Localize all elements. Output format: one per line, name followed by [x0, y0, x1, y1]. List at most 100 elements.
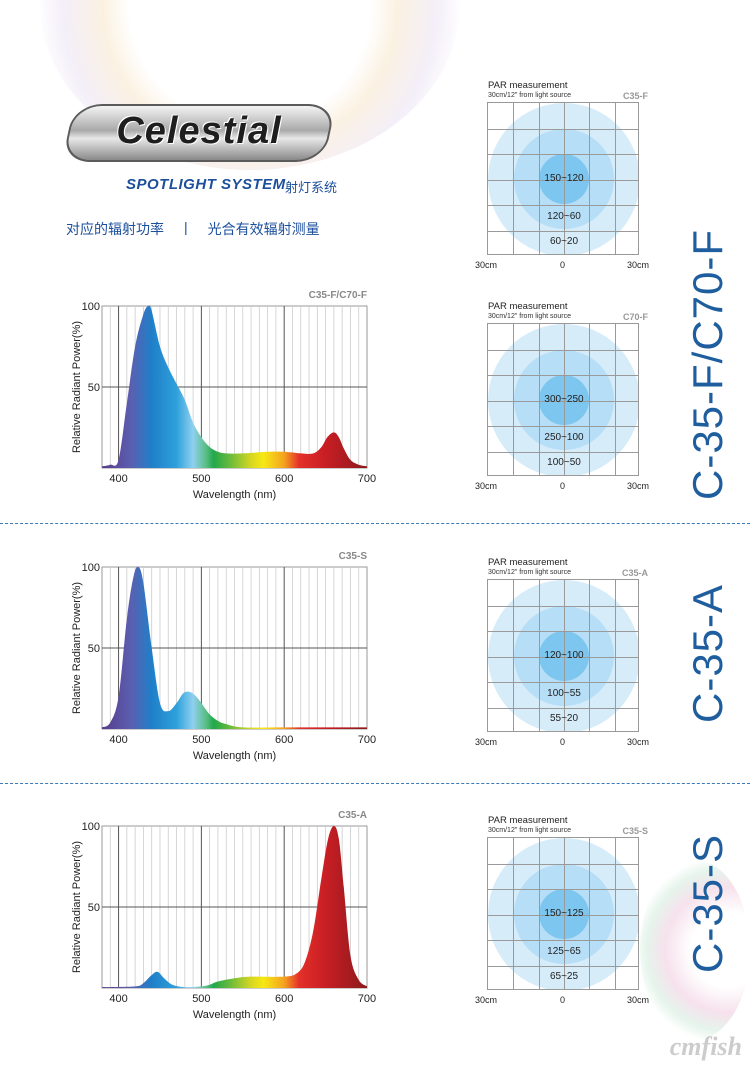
- section-separator: [0, 523, 750, 524]
- y-axis-label: Relative Radiant Power(%): [71, 582, 83, 714]
- section-headings: 对应的辐射功率 | 光合有效辐射测量: [66, 219, 320, 239]
- par-outer-value: 65~25: [549, 971, 579, 982]
- x-tick-label: 500: [192, 993, 210, 1005]
- grid-line: [538, 324, 540, 475]
- chart-title: C35-A: [338, 810, 367, 821]
- x-tick-label: 400: [109, 473, 127, 485]
- celestial-logo: Celestial: [61, 104, 337, 162]
- x-tick-label: 600: [275, 473, 293, 485]
- par-inner-value: 300~250: [544, 394, 584, 405]
- heading-radiant-power: 对应的辐射功率: [66, 221, 164, 237]
- par-subtitle: 30cm/12" from light source: [488, 313, 572, 320]
- spectrum-chart-2: 400 500 600 700 50 100 Wavelength (nm) Relative…: [71, 551, 376, 762]
- grid-line: [589, 103, 591, 254]
- par-subtitle: 30cm/12" from light source: [488, 569, 572, 576]
- grid-line: [488, 179, 638, 181]
- grid-line: [589, 838, 591, 989]
- par-title: PAR measurement: [488, 557, 568, 568]
- model-label: C-35-A: [684, 583, 731, 723]
- par-middle-value: 100~55: [547, 688, 581, 699]
- y-axis-label: Relative Radiant Power(%): [71, 321, 83, 453]
- x-tick-label: 700: [358, 473, 376, 485]
- grid-line: [589, 324, 591, 475]
- par-subtitle: 30cm/12" from light source: [488, 827, 572, 834]
- y-tick-label: 50: [88, 902, 100, 914]
- par-inner-value: 150~120: [544, 173, 584, 184]
- chart-title: C35-S: [339, 551, 368, 562]
- par-outer-value: 60~20: [549, 236, 579, 247]
- x-tick-label: 500: [192, 734, 210, 746]
- par-axis-right: 30cm: [627, 737, 650, 747]
- par-axis-center: 0: [560, 260, 566, 270]
- par-model: C35-F: [622, 91, 648, 101]
- grid-line: [488, 631, 638, 632]
- par-axis-left: 30cm: [475, 737, 498, 747]
- grid-line: [488, 707, 638, 709]
- par-title: PAR measurement: [488, 80, 568, 91]
- par-axis-right: 30cm: [627, 995, 650, 1005]
- x-axis-label: Wavelength (nm): [193, 489, 276, 501]
- par-panel: PAR measurement 30cm/12" from light sour…: [470, 557, 670, 757]
- grid-line: [488, 863, 638, 865]
- grid-line: [513, 838, 515, 989]
- par-axis-left: 30cm: [475, 260, 498, 270]
- heading-divider: |: [184, 219, 188, 235]
- spectrum-chart-3: 400 500 600 700 50 100 Wavelength (nm) Relative…: [71, 810, 376, 1021]
- grid-line: [488, 914, 638, 916]
- par-outer-value: 100~50: [547, 457, 581, 468]
- par-axis-center: 0: [560, 481, 566, 491]
- x-tick-label: 600: [275, 734, 293, 746]
- grid-line: [488, 940, 638, 941]
- y-tick-label: 100: [82, 562, 100, 574]
- par-model: C35-S: [622, 826, 648, 836]
- grid-line: [563, 580, 565, 731]
- grid-line: [488, 154, 638, 155]
- grid-line: [488, 451, 638, 453]
- grid-line: [538, 103, 540, 254]
- grid-line: [488, 426, 638, 427]
- par-title: PAR measurement: [488, 301, 568, 312]
- x-tick-label: 500: [192, 473, 210, 485]
- y-axis-label: Relative Radiant Power(%): [71, 841, 83, 973]
- par-grid: 150~125 125~65 65~25: [487, 837, 639, 990]
- par-inner-value: 150~125: [544, 908, 584, 919]
- par-model: C70-F: [622, 312, 648, 322]
- grid-line: [488, 230, 638, 232]
- x-tick-label: 400: [109, 734, 127, 746]
- par-grid: 300~250 250~100 100~50: [487, 323, 639, 476]
- par-outer-value: 55~20: [549, 713, 579, 724]
- grid-line: [488, 605, 638, 607]
- model-label: C-35-F/C70-F: [684, 228, 731, 500]
- grid-line: [563, 324, 565, 475]
- grid-line: [614, 324, 616, 475]
- grid-line: [563, 103, 565, 254]
- grid-line: [538, 580, 540, 731]
- grid-line: [488, 682, 638, 683]
- grid-line: [488, 656, 638, 658]
- grid-line: [488, 128, 638, 130]
- x-tick-label: 600: [275, 993, 293, 1005]
- par-model: C35-A: [621, 568, 648, 578]
- heading-par: 光合有效辐射测量: [207, 221, 320, 237]
- par-inner-value: 120~100: [544, 650, 584, 661]
- grid-line: [488, 889, 638, 890]
- grid-line: [538, 838, 540, 989]
- subtitle: SPOTLIGHT SYSTEM: [126, 176, 286, 193]
- par-axis-right: 30cm: [627, 481, 650, 491]
- watermark: cmfish: [669, 1032, 742, 1061]
- par-axis-right: 30cm: [627, 260, 650, 270]
- grid-line: [563, 838, 565, 989]
- x-axis-label: Wavelength (nm): [193, 750, 276, 762]
- x-axis-label: Wavelength (nm): [193, 1009, 276, 1021]
- x-tick-label: 400: [109, 993, 127, 1005]
- par-axis-center: 0: [560, 737, 566, 747]
- spectrum-area: [102, 566, 367, 729]
- par-axis-left: 30cm: [475, 481, 498, 491]
- par-axis-left: 30cm: [475, 995, 498, 1005]
- par-panel: PAR measurement 30cm/12" from light sour…: [470, 301, 670, 501]
- y-tick-label: 50: [88, 643, 100, 655]
- logo-text: Celestial: [116, 110, 282, 152]
- x-tick-label: 700: [358, 734, 376, 746]
- y-tick-label: 100: [82, 821, 100, 833]
- grid-line: [513, 324, 515, 475]
